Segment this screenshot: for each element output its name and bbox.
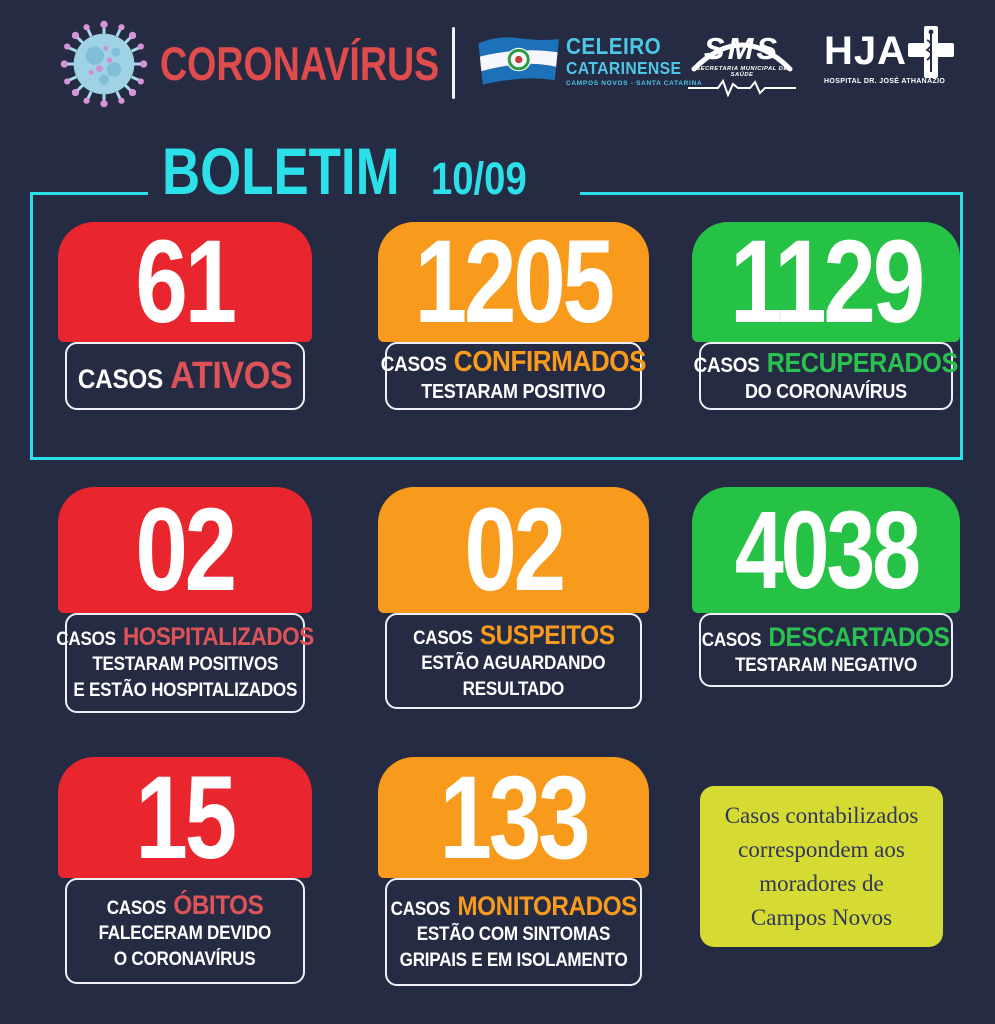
card-label-box: CASOS ÓBITOS FALECERAM DEVIDO O CORONAVÍRUS: [65, 878, 305, 984]
card-subtext: ESTÃO COM SINTOMAS: [416, 923, 611, 945]
card-subtext: DO CORONAVÍRUS: [745, 380, 907, 403]
ekg-line-icon: [688, 78, 796, 98]
card-monitorados: 133 CASOS MONITORADOS ESTÃO COM SINTOMAS GRI…: [378, 752, 649, 986]
card-label-prefix: CASOS: [106, 897, 167, 919]
sms-logo: SMS SECRETARIA MUNICIPAL DE SAÚDE: [684, 33, 800, 102]
card-number-block: 1129: [692, 216, 960, 348]
celeiro-logo-text: CELEIRO CATARINENSE CAMPOS NOVOS - SANTA…: [566, 32, 703, 88]
card-ativos: 61 CASOS ATIVOS: [58, 216, 312, 410]
card-label-box: CASOS HOSPITALIZADOS TESTARAM POSITIVOS E E…: [56, 613, 314, 713]
card-label-box: CASOS SUSPEITOS ESTÃO AGUARDANDO RESULTADO: [385, 613, 642, 709]
sms-acronym: SMS: [703, 31, 781, 66]
card-value: 133: [439, 751, 591, 884]
card-subtext: ESTÃO AGUARDANDO: [421, 652, 606, 674]
celeiro-caption: CAMPOS NOVOS - SANTA CATARINA: [566, 80, 703, 87]
card-subtext: FALECERAM DEVIDO: [98, 922, 272, 944]
card-keyword: MONITORADOS: [457, 890, 637, 921]
celeiro-logo: CELEIRO CATARINENSE CAMPOS NOVOS - SANTA…: [474, 30, 702, 92]
card-label-prefix: CASOS: [702, 629, 762, 651]
note-line: moradores de: [759, 870, 884, 896]
card-keyword: CONFIRMADOS: [453, 346, 647, 378]
card-label-box: CASOS CONFIRMADOS TESTARAM POSITIVO: [381, 342, 647, 410]
hja-caption: HOSPITAL DR. JOSÉ ATHANÁZIO: [824, 78, 946, 85]
celeiro-name-line2: CATARINENSE: [566, 57, 682, 78]
card-value: 4038: [734, 488, 921, 612]
card-number-block: 1205: [378, 216, 649, 348]
card-subtext: O CORONAVÍRUS: [114, 948, 256, 970]
card-number-block: 02: [378, 484, 649, 616]
card-keyword: DESCARTADOS: [768, 621, 950, 652]
card-subtext: RESULTADO: [462, 678, 565, 700]
card-label-box: CASOS RECUPERADOS DO CORONAVÍRUS: [694, 342, 959, 410]
card-value: 1129: [730, 216, 925, 348]
card-keyword: HOSPITALIZADOS: [122, 622, 314, 651]
card-keyword: ÓBITOS: [173, 889, 264, 920]
card-number-block: 61: [58, 216, 312, 348]
card-label-prefix: CASOS: [390, 898, 450, 920]
card-label-box: CASOS DESCARTADOS TESTARAM NEGATIVO: [699, 613, 953, 687]
hja-logo: HJA HOSPITAL DR. JOSÉ ATHANÁZIO: [824, 26, 955, 85]
card-subtext: E ESTÃO HOSPITALIZADOS: [73, 679, 297, 701]
card-keyword: SUSPEITOS: [479, 619, 615, 650]
card-value: 02: [135, 484, 238, 616]
card-subtext: TESTARAM POSITIVOS: [92, 653, 278, 675]
caduceus-icon: [925, 29, 934, 72]
card-value: 1205: [414, 216, 615, 348]
card-value: 61: [135, 216, 238, 348]
medical-cross-icon: [908, 26, 955, 78]
card-number-block: 4038: [692, 487, 960, 613]
card-number-block: 02: [58, 484, 312, 616]
note-box: Casos contabilizados correspondem aos mora…: [700, 786, 943, 947]
card-subtext: TESTARAM NEGATIVO: [735, 654, 917, 676]
card-number-block: 133: [378, 752, 649, 884]
note-line: Campos Novos: [750, 904, 893, 930]
page-title: CORONAVÍRUS: [160, 37, 440, 90]
note-line: Casos contabilizados: [724, 802, 919, 828]
card-hospitalizados: 02 CASOS HOSPITALIZADOS TESTARAM POSITIVOS E…: [56, 484, 314, 713]
card-keyword: ATIVOS: [170, 354, 293, 397]
card-label-prefix: CASOS: [693, 353, 760, 377]
celeiro-name-line1: CELEIRO: [566, 32, 662, 59]
card-number-block: 15: [58, 752, 312, 884]
note-line: correspondem aos: [738, 836, 905, 862]
card-keyword: RECUPERADOS: [766, 346, 959, 378]
card-confirmados: 1205 CASOS CONFIRMADOS TESTARAM POSITIVO: [378, 216, 649, 410]
card-recuperados: 1129 CASOS RECUPERADOS DO CORONAVÍRUS: [692, 216, 960, 410]
card-obitos: 15 CASOS ÓBITOS FALECERAM DEVIDO O CORONAVÍR…: [58, 752, 312, 984]
card-label-box: CASOS ATIVOS: [65, 342, 305, 410]
bulletin-title: BOLETIM: [162, 134, 400, 209]
card-descartados: 4038 CASOS DESCARTADOS TESTARAM NEGATIVO: [692, 487, 960, 687]
card-suspeitos: 02 CASOS SUSPEITOS ESTÃO AGUARDANDO RESULTAD…: [378, 484, 649, 709]
card-label-prefix: CASOS: [380, 353, 447, 376]
sms-arc-icon: [691, 42, 793, 72]
header-divider: [452, 27, 455, 99]
card-value: 15: [135, 751, 238, 884]
card-value: 02: [464, 484, 566, 616]
card-label-prefix: CASOS: [412, 627, 473, 649]
card-label-box: CASOS MONITORADOS ESTÃO COM SINTOMAS GRIPAI…: [385, 878, 642, 986]
card-label-prefix: CASOS: [77, 363, 163, 394]
bulletin-date: 10/09: [430, 153, 527, 204]
card-subtext: TESTARAM POSITIVO: [421, 381, 606, 403]
card-subtext: GRIPAIS E EM ISOLAMENTO: [399, 949, 628, 971]
celeiro-flag-icon: [478, 37, 560, 85]
card-label-prefix: CASOS: [56, 628, 116, 650]
coronavirus-icon: [60, 20, 148, 108]
sms-caption: SECRETARIA MUNICIPAL DE SAÚDE: [696, 66, 788, 78]
bulletin-headline: BOLETIM 10/09: [148, 124, 580, 209]
hja-acronym: HJA: [824, 29, 908, 73]
